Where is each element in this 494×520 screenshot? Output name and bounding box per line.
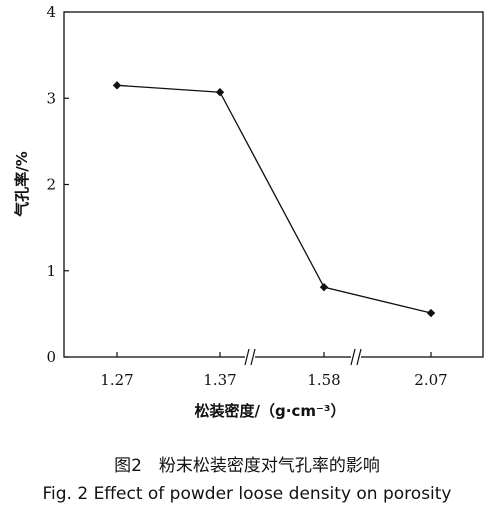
x-tick-label: 1.37 bbox=[203, 371, 236, 389]
data-point bbox=[426, 308, 436, 318]
caption-zh: 图2 粉末松装密度对气孔率的影响 bbox=[114, 456, 380, 476]
y-tick-label: 2 bbox=[46, 176, 56, 194]
axis-breaks bbox=[244, 348, 362, 366]
y-tick-label: 4 bbox=[46, 3, 56, 21]
axis-break-mark bbox=[350, 348, 356, 366]
axis-break-mark bbox=[244, 348, 250, 366]
y-tick-label: 1 bbox=[46, 262, 56, 280]
data-point bbox=[215, 88, 225, 97]
plot-frame bbox=[63, 11, 484, 358]
x-axis-label: 松装密度/（g·cm⁻³） bbox=[195, 402, 346, 420]
data-point bbox=[112, 81, 122, 90]
y-axis-label: 气孔率/% bbox=[13, 151, 31, 218]
x-tick-label: 1.27 bbox=[100, 371, 133, 389]
ticks-layer: 0 1 2 3 4 1.27 1.37 1.58 2.07 bbox=[46, 3, 447, 389]
y-tick-label: 0 bbox=[46, 348, 56, 366]
caption-en: Fig. 2 Effect of powder loose density on… bbox=[42, 484, 452, 504]
x-tick-label: 1.58 bbox=[307, 371, 340, 389]
series-layer bbox=[112, 81, 436, 318]
axis-break-gap bbox=[351, 354, 361, 360]
axis-break-gap bbox=[245, 354, 255, 360]
x-tick-label: 2.07 bbox=[414, 371, 447, 389]
data-point bbox=[319, 282, 329, 292]
y-tick-label: 3 bbox=[46, 89, 56, 107]
axis-break-mark bbox=[250, 348, 256, 366]
axis-break-mark bbox=[356, 348, 362, 366]
series-line bbox=[116, 84, 432, 314]
